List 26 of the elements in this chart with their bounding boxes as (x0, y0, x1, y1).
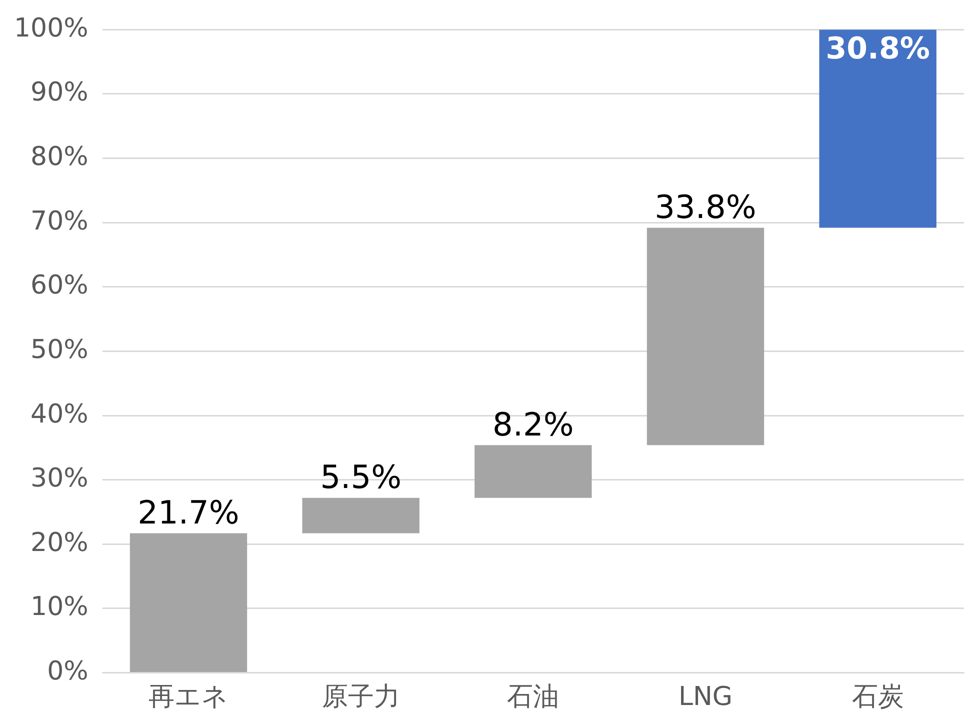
y-tick-label: 90% (30, 78, 88, 108)
y-tick-label: 70% (30, 206, 88, 236)
x-tick-label: 石炭 (852, 682, 904, 712)
data-label: 30.8% (826, 31, 930, 66)
y-tick-label: 100% (14, 13, 88, 44)
bar (819, 30, 936, 228)
data-label: 33.8% (654, 188, 756, 226)
bar (646, 228, 764, 446)
data-label: 21.7% (138, 494, 240, 532)
bar (130, 533, 248, 672)
x-tick-label: LNG (678, 682, 733, 712)
y-tick-label: 40% (30, 399, 88, 430)
y-tick-label: 30% (30, 464, 88, 494)
y-tick-label: 60% (30, 270, 88, 301)
data-label: 8.2% (492, 405, 574, 444)
x-tick-label: 再エネ (148, 682, 228, 712)
y-tick-label: 0% (47, 656, 88, 687)
x-tick-label: 石油 (507, 682, 560, 712)
bar (302, 498, 420, 534)
x-tick-label: 原子力 (322, 682, 400, 712)
bar (474, 445, 592, 498)
data-label: 5.5% (320, 458, 402, 496)
y-tick-label: 10% (30, 592, 88, 622)
y-tick-label: 80% (30, 142, 88, 172)
y-tick-label: 50% (30, 334, 88, 365)
y-tick-label: 20% (30, 528, 88, 558)
